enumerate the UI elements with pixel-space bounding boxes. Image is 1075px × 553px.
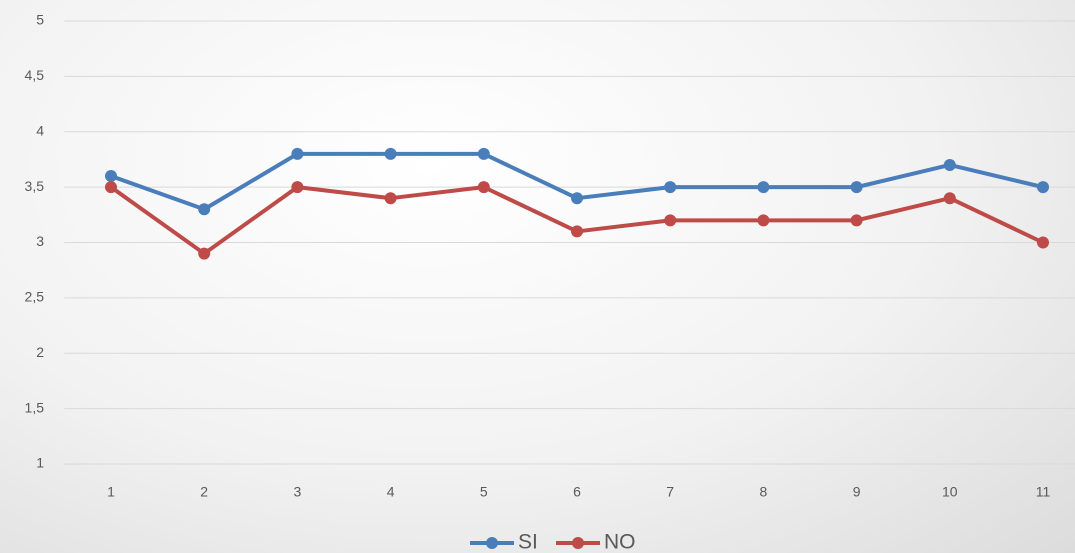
legend-label: SI [518,531,538,553]
data-point [384,192,397,205]
data-point [850,214,863,227]
y-tick-label: 3 [36,233,44,249]
data-point [571,225,583,238]
data-point [850,181,863,194]
data-point [571,192,583,205]
x-tick-label: 5 [480,484,488,500]
data-point [943,192,956,205]
data-point [664,181,677,194]
y-tick-label: 2,5 [25,289,45,305]
y-tick-label: 5 [36,12,44,28]
data-point [198,247,211,260]
data-point [477,181,490,194]
y-tick-label: 4,5 [25,67,45,83]
y-tick-label: 3,5 [25,178,45,194]
data-point [291,147,304,160]
y-tick-label: 4 [36,122,44,138]
x-tick-label: 10 [942,484,958,500]
x-tick-label: 2 [200,484,208,500]
y-tick-label: 1,5 [25,399,45,415]
data-point [664,214,677,227]
legend-label: NO [604,531,636,553]
data-point [384,147,397,160]
legend-marker [572,537,584,549]
x-tick-label: 4 [387,484,395,500]
x-tick-label: 3 [294,484,302,500]
data-point [291,181,304,194]
data-point [105,170,117,183]
x-tick-label: 11 [1036,484,1051,500]
y-tick-label: 1 [36,455,44,471]
data-point [477,147,490,160]
data-point [198,203,211,216]
data-point [757,214,770,227]
x-tick-label: 9 [853,484,861,500]
data-point [1037,236,1049,249]
x-tick-label: 6 [573,484,581,500]
data-point [943,158,956,171]
x-tick-label: 8 [760,484,768,500]
legend-marker [486,537,498,549]
data-point [757,181,770,194]
x-tick-label: 1 [107,484,115,500]
data-point [105,181,117,194]
y-tick-label: 2 [36,344,44,360]
data-point [1037,181,1049,194]
x-tick-label: 7 [666,484,674,500]
